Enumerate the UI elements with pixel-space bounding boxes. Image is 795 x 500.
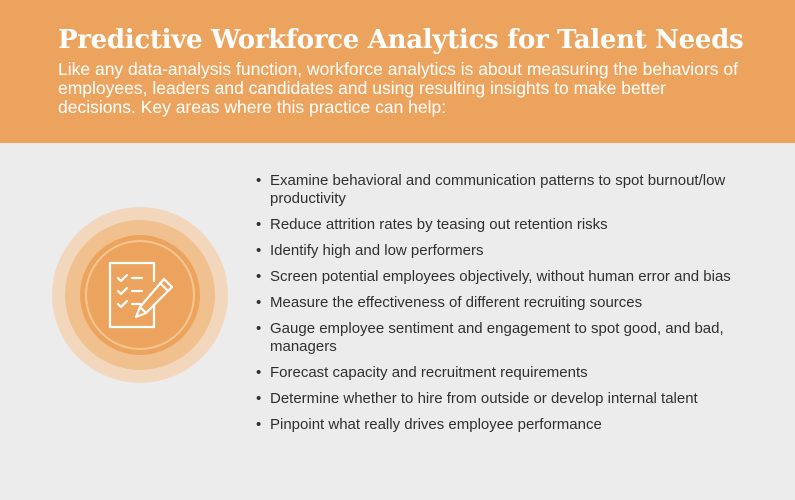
header-banner: Predictive Workforce Analytics for Talen… <box>0 0 795 143</box>
checklist-pencil-icon <box>108 261 174 329</box>
bullet-list: Examine behavioral and communication pat… <box>256 172 776 442</box>
list-item: Reduce attrition rates by teasing out re… <box>256 216 776 234</box>
page-title: Predictive Workforce Analytics for Talen… <box>58 25 744 55</box>
list-item: Pinpoint what really drives employee per… <box>256 416 776 434</box>
list-item: Determine whether to hire from outside o… <box>256 390 776 408</box>
list-item: Identify high and low performers <box>256 242 776 260</box>
list-item: Gauge employee sentiment and engagement … <box>256 320 776 356</box>
list-item: Examine behavioral and communication pat… <box>256 172 776 208</box>
inner-ring-outline <box>85 240 195 350</box>
intro-paragraph: Like any data-analysis function, workfor… <box>58 59 738 117</box>
list-item: Screen potential employees objectively, … <box>256 268 776 286</box>
list-item: Forecast capacity and recruitment requir… <box>256 364 776 382</box>
list-item: Measure the effectiveness of different r… <box>256 294 776 312</box>
checklist-badge <box>52 207 228 383</box>
